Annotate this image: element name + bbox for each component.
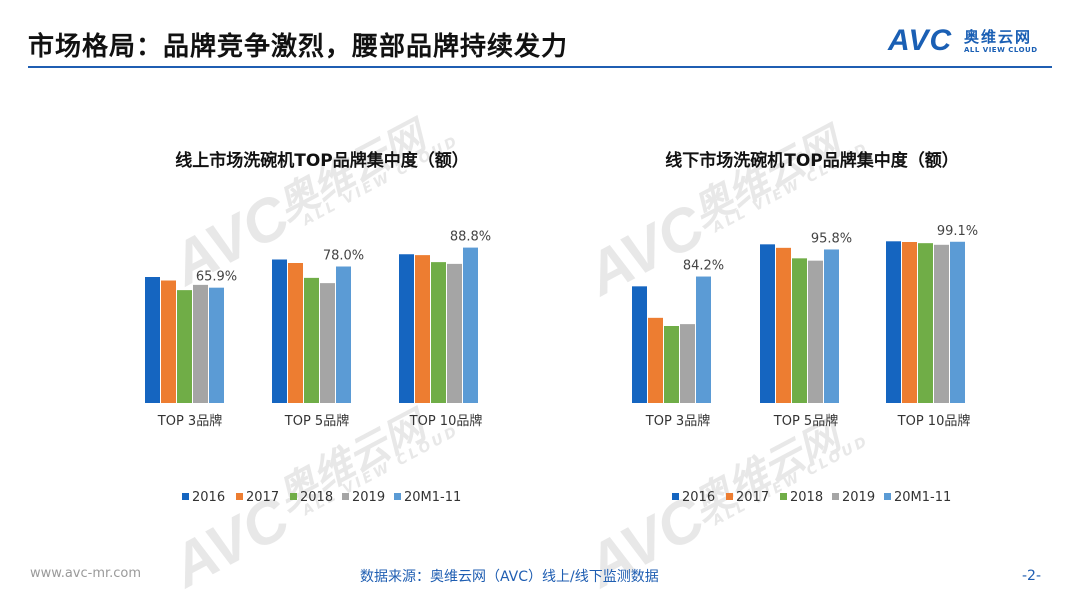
legend-swatch: [780, 493, 787, 500]
category-label: TOP 5品牌: [773, 413, 838, 429]
bar: [304, 277, 319, 403]
bar: [463, 247, 478, 403]
legend-swatch: [236, 493, 243, 500]
legend-swatch: [290, 493, 297, 500]
legend-label: 20M1-11: [894, 490, 951, 505]
bar: [696, 276, 711, 403]
bar: [161, 280, 176, 403]
category-label: TOP 10品牌: [409, 413, 483, 429]
bar: [760, 244, 775, 403]
logo-cn-text: 奥维云网: [964, 28, 1033, 46]
category-label: TOP 3品牌: [157, 413, 222, 429]
bar: [193, 284, 208, 403]
data-label: 88.8%: [450, 230, 491, 245]
chart-title: 线上市场洗碗机TOP品牌集中度（额）: [175, 150, 469, 171]
category-label: TOP 5品牌: [284, 413, 349, 429]
logo-mark: AVC: [888, 24, 953, 57]
bar: [664, 326, 679, 403]
data-label: 65.9%: [196, 270, 237, 285]
bar: [399, 254, 414, 403]
legend-swatch: [884, 493, 891, 500]
bar: [824, 249, 839, 403]
legend-swatch: [182, 493, 189, 500]
avc-logo: AVC 奥维云网 ALL VIEW CLOUD: [888, 24, 1058, 60]
legend-label: 2016: [192, 490, 225, 505]
legend-label: 2017: [736, 490, 769, 505]
title-divider: [28, 66, 1052, 68]
category-label: TOP 10品牌: [897, 413, 971, 429]
bar: [632, 286, 647, 403]
data-label: 95.8%: [811, 231, 852, 246]
legend-label: 2019: [842, 490, 875, 505]
bar: [680, 324, 695, 403]
bar: [792, 258, 807, 403]
category-label: TOP 3品牌: [645, 413, 710, 429]
chart-title: 线下市场洗碗机TOP品牌集中度（额）: [665, 150, 959, 171]
bar: [776, 247, 791, 403]
bar: [902, 242, 917, 403]
bar: [950, 241, 965, 403]
bar: [209, 287, 224, 403]
legend-label: 2016: [682, 490, 715, 505]
data-label: 78.0%: [323, 249, 364, 264]
bar: [320, 283, 335, 403]
bar: [288, 263, 303, 403]
bar: [886, 241, 901, 403]
bar: [648, 317, 663, 403]
legend-swatch: [342, 493, 349, 500]
bar: [177, 290, 192, 403]
legend-label: 2018: [790, 490, 823, 505]
legend-swatch: [726, 493, 733, 500]
bar: [934, 244, 949, 403]
data-source-note: 数据来源：奥维云网（AVC）线上/线下监测数据: [360, 569, 659, 585]
data-label: 84.2%: [683, 259, 724, 274]
bar: [918, 243, 933, 403]
legend-swatch: [672, 493, 679, 500]
logo-en-text: ALL VIEW CLOUD: [964, 46, 1038, 54]
bar: [415, 255, 430, 403]
bar: [808, 260, 823, 403]
legend-label: 20M1-11: [404, 490, 461, 505]
data-label: 99.1%: [937, 224, 978, 239]
legend-label: 2019: [352, 490, 385, 505]
legend-label: 2018: [300, 490, 333, 505]
bar: [336, 266, 351, 403]
bar: [431, 262, 446, 403]
legend-label: 2017: [246, 490, 279, 505]
legend-swatch: [832, 493, 839, 500]
page-number: -2-: [1022, 568, 1042, 584]
legend-swatch: [394, 493, 401, 500]
footer-url[interactable]: www.avc-mr.com: [30, 566, 142, 581]
bar: [272, 259, 287, 403]
page-title: 市场格局：品牌竞争激烈，腰部品牌持续发力: [28, 32, 569, 62]
bar: [447, 263, 462, 403]
bar: [145, 277, 160, 403]
